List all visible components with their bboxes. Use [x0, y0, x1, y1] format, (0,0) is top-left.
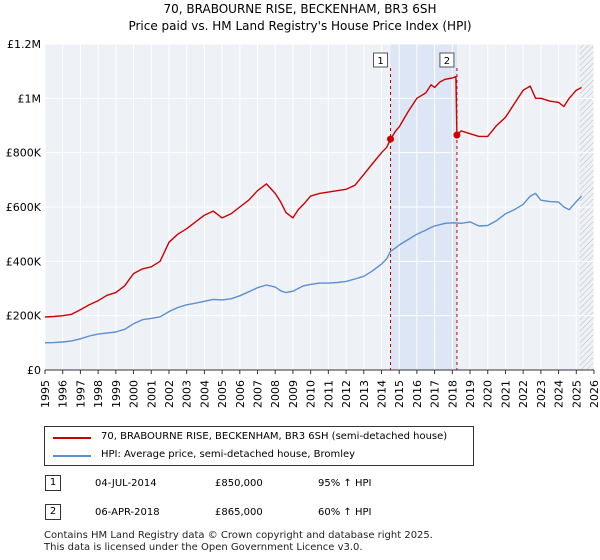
x-tick-label: 2026	[588, 380, 600, 408]
chart-subtitle: Price paid vs. HM Land Registry's House …	[128, 19, 472, 33]
legend-swatch-property	[53, 437, 91, 439]
sale-point	[453, 131, 461, 139]
x-tick-label: 2004	[198, 380, 211, 408]
x-tick-label: 2022	[517, 380, 530, 408]
x-tick-label: 1995	[39, 380, 52, 408]
x-tick-label: 1997	[74, 380, 87, 408]
event-label: 2	[444, 56, 450, 67]
event-hpi-change: 95% ↑ HPI	[318, 478, 372, 489]
event-marker-label: 2	[45, 504, 61, 520]
event-row-2: 2 06-APR-2018 £865,000 60% ↑ HPI	[0, 503, 600, 523]
x-tick-label: 2009	[287, 380, 300, 408]
x-tick-label: 2005	[216, 380, 229, 408]
event-hpi-change: 60% ↑ HPI	[318, 507, 372, 518]
x-tick-label: 2007	[252, 380, 265, 408]
x-tick-label: 2018	[446, 380, 459, 408]
event-label-box	[373, 52, 389, 68]
x-tick-label: 2023	[535, 380, 548, 408]
x-tick-label: 2014	[376, 380, 389, 408]
x-tick-label: 2025	[570, 380, 583, 408]
y-tick-label: £800K	[6, 147, 42, 160]
y-tick-label: £0	[27, 364, 41, 377]
event-date: 06-APR-2018	[95, 507, 160, 518]
event-price: £850,000	[215, 478, 263, 489]
footer: Contains HM Land Registry data © Crown c…	[44, 530, 433, 554]
event-label: 1	[377, 56, 383, 67]
x-tick-label: 1996	[57, 380, 70, 408]
legend-label-hpi: HPI: Average price, semi-detached house,…	[101, 449, 356, 460]
footer-copyright: Contains HM Land Registry data © Crown c…	[44, 530, 433, 541]
event-date: 04-JUL-2014	[95, 478, 157, 489]
chart-title: 70, BRABOURNE RISE, BECKENHAM, BR3 6SH	[163, 2, 437, 16]
hpi-line	[44, 192, 583, 344]
x-tick-label: 2015	[393, 380, 406, 408]
x-tick-label: 2020	[482, 380, 495, 408]
event-price: £865,000	[215, 507, 263, 518]
y-tick-label: £200K	[6, 310, 42, 323]
legend: 70, BRABOURNE RISE, BECKENHAM, BR3 6SH (…	[44, 426, 474, 466]
y-tick-label: £600K	[6, 201, 42, 214]
x-tick-label: 2001	[145, 380, 158, 408]
event-marker-label: 1	[45, 475, 61, 491]
x-tick-label: 2006	[234, 380, 247, 408]
x-tick-label: 2008	[269, 380, 282, 408]
y-tick-label: £400K	[6, 255, 42, 268]
x-tick-label: 2003	[181, 380, 194, 408]
y-tick-label: £1.2M	[7, 38, 41, 51]
x-tick-label: 2000	[128, 380, 141, 408]
property-price-line	[44, 75, 582, 318]
x-tick-label: 2021	[500, 380, 513, 408]
x-tick-label: 2012	[340, 380, 353, 408]
x-tick-label: 2024	[553, 380, 566, 408]
x-tick-label: 2016	[411, 380, 424, 408]
x-tick-label: 2002	[163, 380, 176, 408]
x-tick-label: 2013	[358, 380, 371, 408]
y-tick-label: £1M	[18, 92, 42, 105]
x-tick-label: 2011	[322, 380, 335, 408]
price-chart: 1 2 £0 £200K £400K £600K £800K £1M £1.2M 1995 1996…	[6, 38, 600, 408]
x-tick-label: 2019	[464, 380, 477, 408]
event-label-box	[439, 52, 455, 68]
event-row-1: 1 04-JUL-2014 £850,000 95% ↑ HPI	[0, 474, 600, 494]
legend-swatch-hpi	[53, 455, 91, 457]
x-tick-label: 1999	[110, 380, 123, 408]
x-tick-label: 1998	[92, 380, 105, 408]
legend-label-property: 70, BRABOURNE RISE, BECKENHAM, BR3 6SH (…	[101, 431, 448, 442]
x-tick-label: 2017	[429, 380, 442, 408]
sale-point	[387, 135, 395, 143]
x-tick-label: 2010	[305, 380, 318, 408]
footer-licence: This data is licensed under the Open Gov…	[44, 542, 363, 553]
